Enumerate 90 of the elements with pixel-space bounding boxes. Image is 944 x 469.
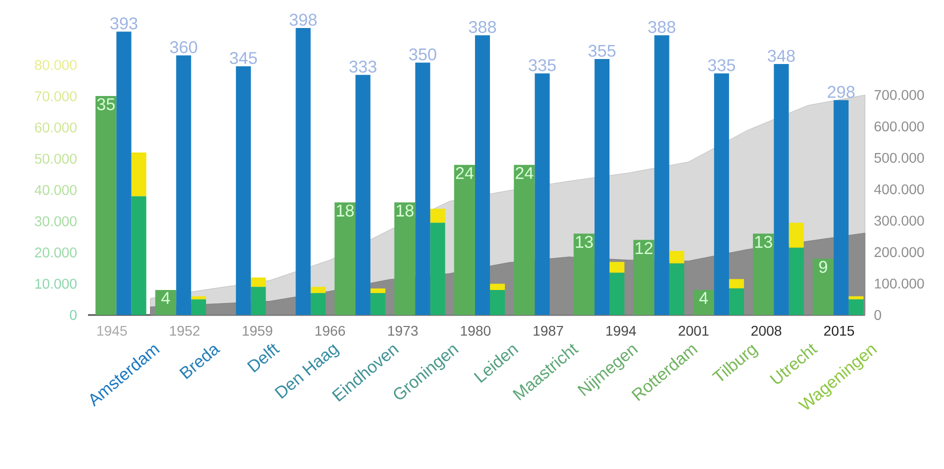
bar — [355, 74, 370, 315]
data-label: 393 — [110, 17, 138, 30]
bar — [848, 299, 864, 315]
x-tick-label: 1973 — [388, 326, 418, 336]
y-tick-label: 10.000 — [35, 278, 77, 289]
bar — [415, 62, 430, 315]
bar — [176, 55, 192, 315]
bar — [250, 286, 266, 315]
data-label: 35 — [97, 98, 115, 110]
y-tick-label: 500.000 — [874, 152, 924, 163]
data-label: 350 — [409, 48, 436, 60]
bar — [669, 250, 684, 264]
x-tick-label: 1945 — [97, 326, 127, 336]
data-label: 388 — [648, 20, 676, 34]
data-label: 4 — [699, 292, 708, 304]
bar — [609, 262, 624, 273]
bar — [834, 100, 849, 315]
bar — [812, 258, 834, 315]
x-tick-label: 1994 — [606, 326, 636, 336]
data-label: 298 — [828, 86, 855, 98]
y-tick-label: 0 — [874, 310, 882, 320]
bar — [788, 248, 804, 315]
y-tick-label: 300.000 — [874, 216, 924, 226]
bar — [633, 240, 654, 315]
x-tick-label: 1980 — [460, 326, 490, 336]
y-tick-label: 700.000 — [874, 90, 924, 100]
x-tick-label: 2008 — [751, 326, 782, 336]
bar — [654, 35, 670, 315]
data-label: 13 — [755, 236, 772, 248]
bar — [155, 290, 176, 315]
data-label: 333 — [349, 60, 376, 73]
y-tick-label: 30.000 — [34, 216, 77, 226]
bar — [574, 234, 595, 315]
bar — [490, 290, 505, 315]
data-label: 355 — [588, 44, 616, 57]
bar — [370, 293, 386, 315]
bar — [729, 279, 744, 288]
y-tick-label: 60.000 — [35, 122, 77, 132]
bar — [774, 64, 789, 315]
bar — [788, 222, 804, 248]
data-label: 398 — [290, 14, 317, 26]
data-label: 12 — [636, 242, 652, 254]
data-label: 345 — [230, 52, 257, 64]
data-label: 24 — [516, 167, 534, 179]
bar — [296, 28, 311, 315]
y-tick-label: 50.000 — [34, 154, 77, 164]
data-label: 360 — [170, 41, 198, 54]
data-label: 335 — [528, 59, 556, 72]
x-tick-label: 1966 — [316, 326, 345, 336]
bar — [370, 288, 386, 294]
y-tick-label: 40.000 — [34, 185, 77, 195]
bar — [752, 234, 774, 315]
y-tick-label: 600.000 — [874, 121, 924, 132]
data-label: 13 — [576, 236, 593, 248]
y-tick-label: 0 — [70, 310, 77, 320]
data-label: 18 — [336, 204, 354, 217]
y-tick-label: 200.000 — [874, 247, 924, 258]
x-tick-label: 2001 — [678, 326, 708, 336]
data-label: 18 — [396, 204, 414, 217]
y-tick-label: 100.000 — [874, 278, 924, 289]
data-label: 4 — [161, 292, 170, 304]
x-tick-label: 1959 — [242, 326, 272, 336]
x-tick-label: 1952 — [170, 326, 200, 336]
bar — [191, 296, 206, 300]
bar — [430, 208, 446, 223]
bar — [594, 59, 610, 315]
bar — [714, 73, 730, 315]
data-label: 24 — [456, 167, 474, 179]
data-label: 9 — [819, 260, 828, 273]
bar — [848, 296, 864, 300]
y-tick-label: 80.000 — [34, 60, 77, 70]
bar — [490, 284, 505, 290]
bar — [693, 290, 714, 315]
y-tick-label: 70.000 — [35, 91, 77, 102]
bar — [310, 286, 326, 294]
bar — [310, 293, 326, 315]
y-tick-label: 20.000 — [35, 248, 77, 258]
bar — [609, 272, 624, 315]
y-tick-label: 400.000 — [874, 184, 924, 194]
bar — [669, 263, 684, 315]
bar — [729, 288, 744, 315]
bar — [191, 299, 206, 315]
data-label: 335 — [708, 59, 736, 72]
x-tick-label: 2015 — [824, 326, 854, 336]
bar — [250, 278, 266, 287]
data-label: 388 — [468, 20, 496, 34]
bar — [131, 152, 146, 196]
bar — [236, 66, 251, 315]
data-label: 348 — [768, 50, 795, 62]
x-tick-label: 1987 — [534, 326, 564, 336]
